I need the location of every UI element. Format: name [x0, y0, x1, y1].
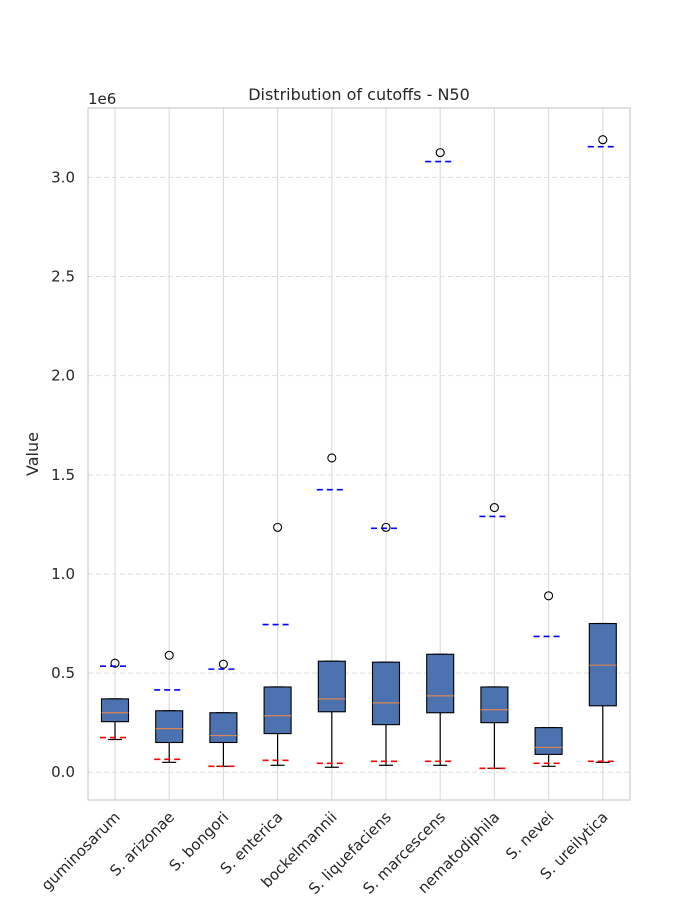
box-iqr: [263, 686, 292, 735]
box-group: [316, 453, 347, 768]
outlier-point: [218, 659, 228, 669]
y-tick-label: 1.0: [51, 565, 75, 583]
box-iqr: [155, 710, 184, 744]
box-group: [371, 522, 401, 766]
box-group: [587, 135, 618, 763]
outlier-point: [435, 148, 445, 158]
axes-frame: [87, 107, 631, 801]
box-iqr: [209, 712, 238, 744]
box-iqr: [480, 686, 509, 724]
y-tick-label: 0.0: [51, 763, 75, 781]
outlier-point: [381, 522, 391, 532]
outlier-point: [489, 502, 499, 513]
outlier-point: [598, 135, 608, 145]
y-tick-label: 1.5: [51, 466, 75, 484]
outlier-point: [110, 658, 120, 668]
box-group: [425, 148, 456, 766]
y-tick-label: 3.0: [51, 168, 75, 186]
box-iqr: [426, 653, 455, 714]
y-axis-label: Value: [23, 432, 42, 476]
outlier-point: [327, 453, 337, 463]
box-group: [533, 591, 564, 767]
box-iqr: [317, 660, 346, 713]
box-group: [262, 522, 293, 766]
outlier-point: [273, 522, 283, 532]
outlier-point: [164, 650, 174, 660]
box-group: [208, 659, 239, 768]
box-iqr: [534, 727, 563, 755]
y-tick-label: 0.5: [51, 664, 75, 682]
box-group: [154, 650, 185, 763]
y-offset-label: 1e6: [88, 90, 116, 108]
y-tick-label: 2.5: [51, 268, 75, 286]
box-iqr: [371, 661, 401, 726]
box-group: [100, 658, 130, 741]
chart-title: Distribution of cutoffs - N50: [248, 85, 470, 104]
y-tick-label: 2.0: [51, 367, 75, 385]
box-group: [479, 502, 510, 770]
outlier-point: [544, 591, 554, 601]
box-iqr: [100, 698, 130, 723]
y-tick-labels: 0.0 0.5 1.0 1.5 2.0 2.5 3.0: [51, 168, 75, 781]
box-layer: [100, 135, 618, 770]
grid-layer: [88, 108, 630, 800]
